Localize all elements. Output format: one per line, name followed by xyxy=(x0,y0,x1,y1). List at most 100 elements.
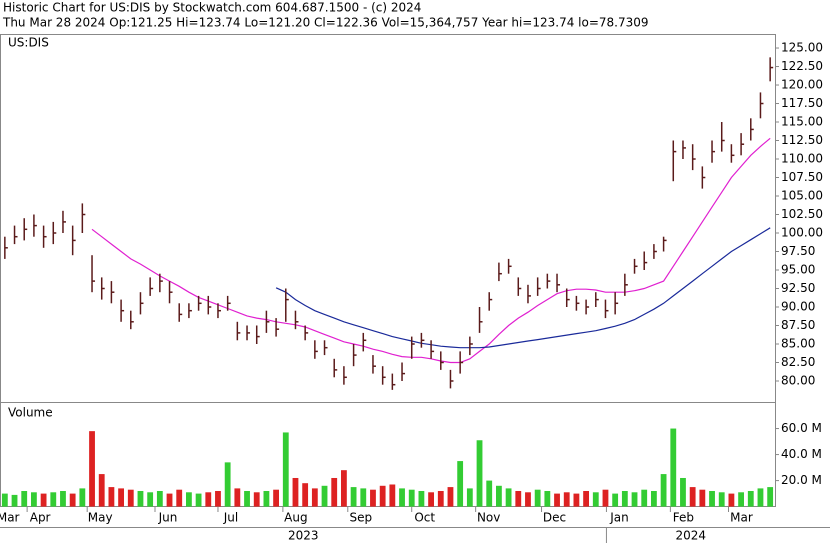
volume-bar xyxy=(21,490,28,507)
volume-bar xyxy=(176,489,183,507)
y-tick-label: 125.00 xyxy=(781,41,823,55)
volume-bar xyxy=(631,492,638,507)
y-tick-label: 120.00 xyxy=(781,78,823,92)
y-tick-label: 115.00 xyxy=(781,115,823,129)
volume-bar xyxy=(321,485,328,507)
y-tick-label: 82.50 xyxy=(781,355,815,369)
volume-bar xyxy=(79,488,86,507)
volume-bar xyxy=(621,490,628,507)
volume-bar xyxy=(457,461,464,507)
volume-tick-label: 20.0 M xyxy=(781,473,822,487)
volume-bar xyxy=(253,492,260,507)
x-tick-label: Mar xyxy=(730,511,753,525)
y-tick-label: 80.00 xyxy=(781,373,815,387)
volume-bar xyxy=(118,488,124,507)
volume-bar xyxy=(602,489,609,507)
volume-bar xyxy=(224,462,231,507)
volume-bar xyxy=(370,489,376,507)
volume-bar xyxy=(50,492,57,507)
y-tick-label: 97.50 xyxy=(781,244,815,258)
y-tick-label: 102.50 xyxy=(781,207,823,221)
volume-bar xyxy=(292,477,299,507)
volume-bar xyxy=(166,493,173,507)
volume-bar xyxy=(573,493,580,507)
x-tick-label: Dec xyxy=(543,511,566,525)
volume-bar xyxy=(447,487,454,507)
volume-bar xyxy=(718,492,725,507)
volume-bar xyxy=(612,493,619,507)
volume-bar xyxy=(583,490,589,507)
volume-bar xyxy=(40,493,47,507)
x-tick-label: Mar xyxy=(0,511,20,525)
volume-bar xyxy=(554,493,560,507)
volume-bar xyxy=(341,470,347,507)
volume-bar xyxy=(389,484,396,507)
x-tick-label: May xyxy=(88,511,113,525)
symbol-label: US:DIS xyxy=(8,36,49,50)
volume-bar xyxy=(379,485,386,507)
volume-bar xyxy=(127,489,134,507)
y-tick-label: 122.50 xyxy=(781,59,823,73)
volume-bar xyxy=(651,490,657,507)
volume-bar xyxy=(496,485,502,507)
volume-bar xyxy=(476,440,483,507)
volume-bar xyxy=(89,431,95,507)
volume-bar xyxy=(98,474,105,507)
moving-average xyxy=(91,137,771,364)
volume-bar xyxy=(544,490,551,507)
y-tick-label: 90.00 xyxy=(781,299,815,313)
volume-bar xyxy=(767,487,774,507)
volume-bar xyxy=(437,490,444,507)
x-tick-label: Aug xyxy=(284,511,307,525)
volume-bar xyxy=(31,492,37,507)
volume-bar xyxy=(147,492,154,507)
volume-bar xyxy=(525,492,531,507)
x-tick-label: Nov xyxy=(477,511,500,525)
chart-subtitle: Thu Mar 28 2024 Op:121.25 Hi=123.74 Lo=1… xyxy=(2,16,649,30)
volume-bar xyxy=(350,487,357,507)
x-tick-label: Oct xyxy=(414,511,435,525)
y-tick-label: 87.50 xyxy=(781,318,815,332)
volume-bar xyxy=(205,492,212,507)
volume-tick-label: 60.0 M xyxy=(781,421,822,435)
y-tick-label: 85.00 xyxy=(781,336,815,350)
volume-bar xyxy=(709,490,715,507)
volume-bar xyxy=(1,493,8,507)
volume-bar xyxy=(360,488,367,507)
x-tick-label: Feb xyxy=(673,511,694,525)
volume-bar xyxy=(418,490,425,507)
volume-bar xyxy=(273,489,279,507)
volume-bar xyxy=(563,492,570,507)
volume-bar xyxy=(186,492,192,507)
y-tick-label: 110.00 xyxy=(781,152,823,166)
volume-bar xyxy=(137,490,144,507)
volume-bar xyxy=(466,488,473,507)
volume-bar xyxy=(486,480,493,507)
volume-bar xyxy=(331,477,338,507)
volume-bar xyxy=(728,493,735,507)
volume-bar xyxy=(244,490,250,507)
volume-bar xyxy=(234,488,241,507)
volume-bar xyxy=(592,492,599,507)
volume-bar xyxy=(428,492,434,507)
volume-bar xyxy=(195,493,202,507)
y-tick-label: 92.50 xyxy=(781,281,815,295)
volume-bar xyxy=(69,493,76,507)
volume-bar xyxy=(660,474,667,507)
volume-bar xyxy=(11,494,18,507)
volume-bar xyxy=(263,490,270,507)
y-tick-label: 112.50 xyxy=(781,133,823,147)
y-tick-label: 107.50 xyxy=(781,170,823,184)
x-tick-label: Jul xyxy=(223,511,238,525)
x-tick-label: Jan xyxy=(609,511,629,525)
y-tick-label: 100.00 xyxy=(781,226,823,240)
volume-bar xyxy=(747,490,754,507)
volume-bar xyxy=(505,488,512,507)
volume-bar xyxy=(156,490,163,507)
volume-tick-label: 40.0 M xyxy=(781,447,822,461)
volume-bar xyxy=(680,477,686,507)
volume-bar xyxy=(399,488,405,507)
volume-bar xyxy=(311,488,318,507)
